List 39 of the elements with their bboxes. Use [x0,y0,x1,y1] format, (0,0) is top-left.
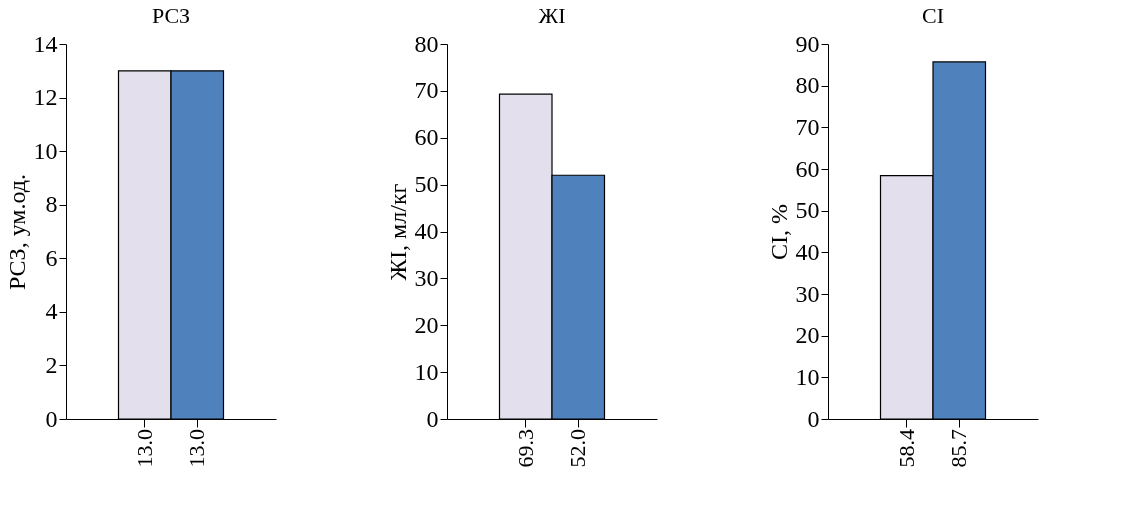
data-label: 52.0 [565,429,591,468]
y-tick-label: 14 [33,30,58,57]
data-label: 58.4 [893,429,919,468]
y-tick-label: 80 [795,72,820,99]
y-tick-label: 4 [45,298,58,325]
y-tick-label: 20 [795,322,820,349]
y-tick-label: 0 [45,405,58,432]
y-axis-title: СІ, % [765,204,792,260]
y-tick-label: 0 [807,405,820,432]
y-tick-label: 60 [414,124,439,151]
y-tick-label: 10 [33,137,58,164]
chart-title: СІ [922,3,944,28]
data-label: 13.0 [184,429,210,468]
y-tick-label: 20 [414,311,439,338]
y-tick-label: 30 [414,264,439,291]
y-tick-label: 50 [414,171,439,198]
y-tick-label: 90 [795,30,820,57]
y-tick-label: 70 [414,77,439,104]
y-tick-label: 40 [414,218,439,244]
y-tick-label: 40 [795,238,820,265]
y-tick-label: 10 [414,358,439,385]
y-tick-label: 6 [45,244,58,271]
y-tick-label: 0 [426,405,439,432]
y-tick-label: 2 [45,351,58,378]
y-axis-title: РСЗ, ум.од. [3,173,30,291]
y-tick-label: 8 [45,191,58,218]
chart-title: РСЗ [151,3,191,28]
y-tick-label: 10 [795,363,820,390]
y-axis-title: ЖІ, мл/кг [384,183,411,281]
y-tick-label: 60 [795,155,820,182]
chart-title: ЖІ [538,3,566,28]
y-tick-label: 50 [795,197,820,224]
y-tick-label: 12 [33,84,58,111]
y-tick-label: 30 [795,280,820,307]
y-tick-label: 80 [414,30,439,57]
data-label: 69.3 [512,429,538,468]
y-tick-label: 70 [795,113,820,140]
data-label: 13.0 [131,429,157,468]
data-label: 85.7 [946,429,972,468]
